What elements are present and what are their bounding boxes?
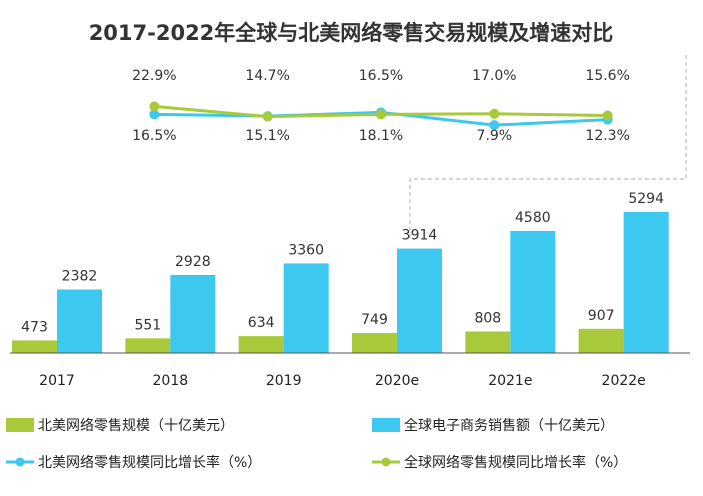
bar-global-2021e bbox=[510, 230, 556, 353]
bar-label-na-2017: 473 bbox=[21, 319, 48, 335]
bar-na-2021e bbox=[465, 331, 511, 353]
bar-label-global-2020e: 3914 bbox=[402, 228, 438, 244]
legend-global-bar-swatch bbox=[372, 418, 400, 432]
legend-global-bar-label: 全球电子商务销售额（十亿美元） bbox=[404, 417, 614, 434]
growth-label-global-2021e: 17.0% bbox=[472, 68, 516, 84]
bar-global-2019 bbox=[283, 263, 329, 353]
bar-label-global-2021e: 4580 bbox=[515, 210, 551, 226]
growth-label-na-2018: 16.5% bbox=[132, 128, 176, 144]
growth-label-na-2022e: 12.3% bbox=[585, 128, 629, 144]
x-tick-2018: 2018 bbox=[153, 373, 189, 389]
x-tick-2021e: 2021e bbox=[488, 373, 532, 389]
growth-point-na-2021e bbox=[489, 120, 500, 131]
bar-na-2022e bbox=[578, 328, 624, 353]
growth-label-global-2018: 22.9% bbox=[132, 68, 176, 84]
growth-point-global-2018 bbox=[149, 101, 160, 112]
legend-global-growth-swatch-dot bbox=[381, 457, 391, 467]
growth-line-chart: 16.5% 15.1% 18.1% 7.9% 12.3% 22.9% 14.7% 16.5% 1… bbox=[132, 68, 630, 144]
bar-na-2019 bbox=[238, 336, 284, 353]
bar-global-2022e bbox=[623, 211, 669, 353]
growth-label-na-2019: 15.1% bbox=[245, 128, 289, 144]
growth-point-global-2022e bbox=[602, 110, 613, 121]
growth-label-global-2022e: 15.6% bbox=[585, 68, 629, 84]
legend-global-growth-label: 全球网络零售规模同比增长率（%） bbox=[404, 454, 627, 471]
bar-label-global-2019: 3360 bbox=[288, 242, 324, 258]
legend-na-bar-swatch bbox=[6, 418, 34, 432]
bar-global-2020e bbox=[397, 248, 442, 353]
bar-label-global-2017: 2382 bbox=[62, 268, 98, 284]
bar-label-global-2022e: 5294 bbox=[628, 191, 664, 207]
bar-label-na-2022e: 907 bbox=[588, 308, 615, 324]
growth-label-global-2019: 14.7% bbox=[245, 68, 289, 84]
growth-point-global-2019 bbox=[262, 111, 273, 122]
growth-point-global-2020e bbox=[376, 109, 386, 120]
x-tick-2020e: 2020e bbox=[375, 373, 419, 389]
legend-na-growth-swatch-dot bbox=[15, 457, 25, 467]
x-tick-2019: 2019 bbox=[266, 373, 302, 389]
bar-label-na-2018: 551 bbox=[134, 317, 161, 333]
bar-label-na-2020e: 749 bbox=[361, 312, 388, 328]
x-tick-2017: 2017 bbox=[39, 373, 75, 389]
growth-point-global-2021e bbox=[489, 108, 500, 119]
bar-na-2018 bbox=[125, 338, 171, 353]
x-tick-2022e: 2022e bbox=[602, 373, 646, 389]
bar-label-na-2021e: 808 bbox=[474, 310, 501, 326]
bar-global-2018 bbox=[170, 274, 216, 353]
bar-global-2017 bbox=[57, 289, 102, 353]
chart-title: 2017-2022年全球与北美网络零售交易规模及增速对比 bbox=[89, 21, 614, 45]
growth-label-na-2020e: 18.1% bbox=[359, 128, 403, 144]
legend: 北美网络零售规模（十亿美元） 全球电子商务销售额（十亿美元） 北美网络零售规模同比增… bbox=[6, 417, 627, 471]
growth-point-na-2018 bbox=[149, 109, 160, 120]
legend-na-bar-label: 北美网络零售规模（十亿美元） bbox=[38, 418, 234, 434]
bar-na-2017 bbox=[12, 340, 57, 353]
growth-label-na-2021e: 7.9% bbox=[477, 128, 513, 144]
bar-na-2020e bbox=[352, 333, 397, 353]
bar-label-na-2019: 634 bbox=[248, 315, 275, 331]
callout-dashed-outline bbox=[409, 55, 687, 238]
legend-na-growth-label: 北美网络零售规模同比增长率（%） bbox=[38, 454, 261, 471]
bar-label-global-2018: 2928 bbox=[175, 254, 211, 270]
bar-chart: 473 2382 2017 551 2928 2018 634 3360 2019 749 3914… bbox=[10, 55, 690, 389]
growth-label-global-2020e: 16.5% bbox=[359, 68, 403, 84]
